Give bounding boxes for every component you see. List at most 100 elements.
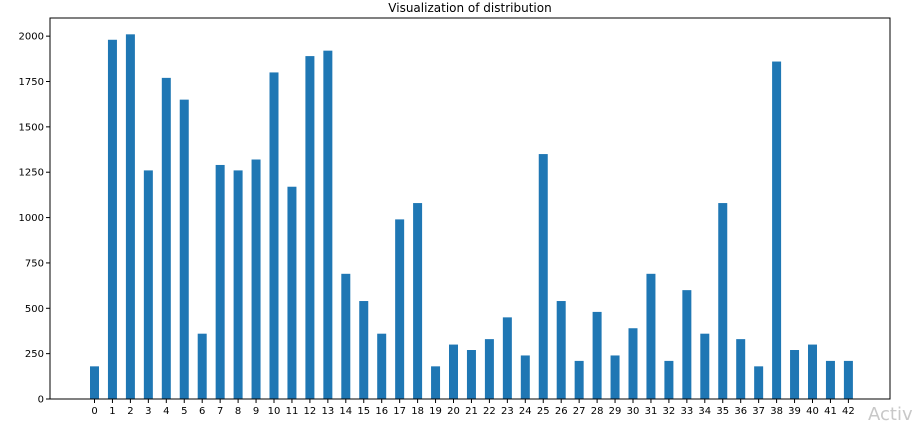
- bar-26: [556, 301, 566, 399]
- bar-30: [628, 328, 638, 399]
- bar-1: [107, 39, 117, 400]
- x-tick-label: 26: [555, 406, 568, 417]
- bar-42: [843, 360, 853, 399]
- bar-17: [395, 219, 405, 399]
- x-tick-label: 28: [591, 406, 604, 417]
- bar-39: [790, 350, 800, 399]
- x-tick-label: 39: [788, 406, 801, 417]
- x-tick-label: 8: [235, 406, 241, 417]
- x-tick-label: 11: [286, 406, 299, 417]
- x-tick-label: 16: [375, 406, 388, 417]
- y-tick-label: 250: [25, 349, 44, 360]
- x-tick-label: 38: [770, 406, 783, 417]
- x-tick-label: 6: [199, 406, 205, 417]
- bar-12: [305, 56, 315, 399]
- bar-29: [610, 355, 620, 399]
- bars-group: [90, 34, 853, 400]
- bar-25: [538, 154, 548, 399]
- x-tick-label: 33: [680, 406, 693, 417]
- bar-4: [161, 77, 171, 400]
- x-tick-label: 13: [321, 406, 334, 417]
- bar-14: [341, 273, 351, 399]
- x-tick-label: 35: [716, 406, 729, 417]
- bar-27: [574, 360, 584, 399]
- bar-23: [502, 317, 512, 399]
- y-tick-label: 1750: [19, 77, 44, 88]
- x-tick-label: 3: [145, 406, 151, 417]
- x-tick-label: 30: [627, 406, 640, 417]
- bar-6: [197, 333, 207, 399]
- x-tick-label: 24: [519, 406, 532, 417]
- bar-2: [125, 34, 135, 399]
- x-tick-label: 7: [217, 406, 223, 417]
- x-tick-label: 37: [752, 406, 765, 417]
- bar-3: [143, 170, 153, 399]
- bar-24: [520, 355, 530, 399]
- x-tick-label: 9: [253, 406, 259, 417]
- bar-37: [754, 366, 764, 399]
- bar-15: [359, 301, 369, 399]
- bar-33: [682, 290, 692, 399]
- bar-5: [179, 99, 189, 399]
- bar-20: [449, 344, 458, 399]
- x-tick-label: 42: [842, 406, 855, 417]
- x-tick-label: 27: [573, 406, 586, 417]
- x-tick-label: 29: [609, 406, 622, 417]
- x-tick-label: 22: [483, 406, 496, 417]
- bar-31: [646, 273, 656, 399]
- chart-title: Visualization of distribution: [388, 1, 551, 15]
- bar-32: [664, 360, 674, 399]
- bar-22: [484, 339, 494, 399]
- x-tick-label: 18: [411, 406, 424, 417]
- bar-34: [700, 333, 710, 399]
- y-tick-label: 750: [25, 258, 44, 269]
- y-tick-label: 2000: [19, 32, 44, 43]
- x-tick-label: 19: [429, 406, 442, 417]
- bar-21: [466, 350, 476, 399]
- bar-0: [90, 366, 99, 399]
- x-tick-label: 36: [734, 406, 747, 417]
- x-tick-label: 17: [393, 406, 406, 417]
- bar-38: [772, 61, 782, 399]
- bar-16: [377, 333, 387, 399]
- x-tick-label: 34: [698, 406, 711, 417]
- x-tick-label: 2: [127, 406, 133, 417]
- bar-40: [808, 344, 817, 399]
- bar-19: [431, 366, 441, 399]
- y-axis: 0 250 500 750 1000 1250 1500 1750 2000: [19, 32, 50, 406]
- bar-11: [287, 186, 297, 399]
- x-tick-label: 14: [339, 406, 352, 417]
- bar-10: [269, 72, 279, 400]
- x-tick-label: 23: [501, 406, 514, 417]
- x-tick-label: 12: [304, 406, 317, 417]
- bar-41: [825, 360, 835, 399]
- x-tick-label: 40: [806, 406, 819, 417]
- y-tick-label: 1250: [19, 168, 44, 179]
- activation-watermark: Activ: [868, 404, 913, 425]
- x-tick-label: 41: [824, 406, 837, 417]
- x-tick-label: 21: [465, 406, 478, 417]
- x-tick-label: 20: [447, 406, 460, 417]
- x-tick-label: 4: [163, 406, 169, 417]
- x-tick-label: 15: [357, 406, 370, 417]
- x-tick-label: 25: [537, 406, 550, 417]
- plot-frame: [49, 17, 891, 400]
- y-tick-label: 1500: [19, 122, 44, 133]
- bar-18: [413, 203, 423, 399]
- x-tick-label: 10: [268, 406, 281, 417]
- y-tick-label: 1000: [19, 213, 44, 224]
- bar-35: [718, 203, 728, 399]
- x-tick-label: 32: [663, 406, 676, 417]
- x-tick-label: 5: [181, 406, 187, 417]
- y-tick-label: 0: [38, 395, 44, 406]
- bar-9: [251, 159, 261, 399]
- bar-36: [736, 339, 746, 399]
- y-tick-label: 500: [25, 304, 44, 315]
- x-tick-label: 1: [109, 406, 115, 417]
- x-axis: 0 1 2 3 4 5 6 7 8 9 10 11 12 13 14 15 16 17 18 19 20 21 22 23 24…: [91, 399, 855, 417]
- bar-8: [233, 170, 243, 399]
- x-tick-label: 0: [91, 406, 97, 417]
- x-tick-label: 31: [645, 406, 658, 417]
- bar-13: [323, 50, 333, 399]
